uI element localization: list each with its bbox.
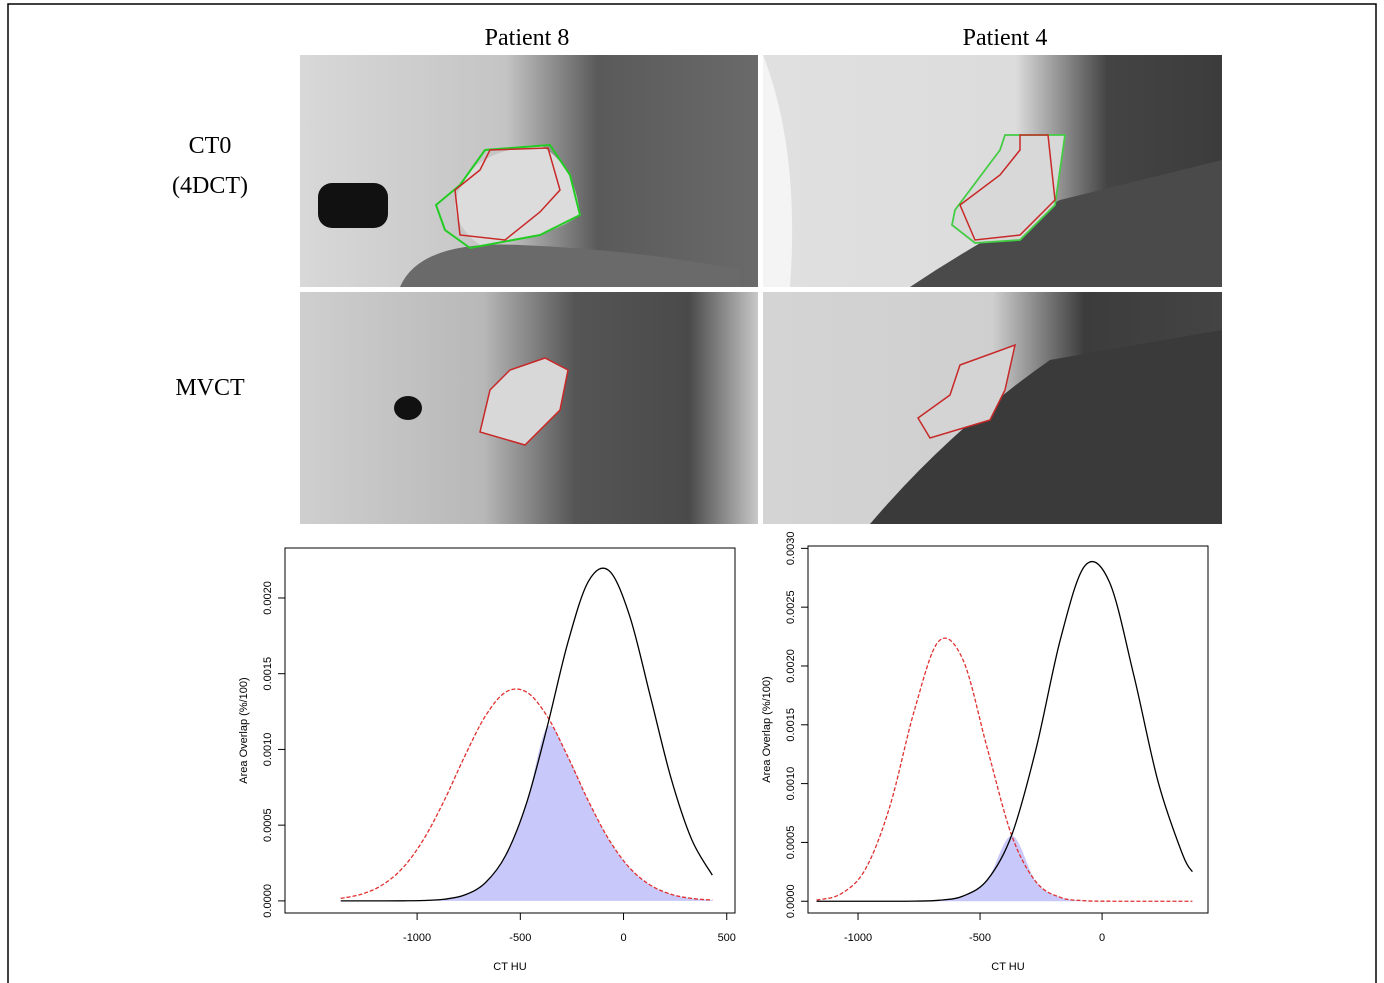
y-tick-label: 0.0030 (785, 532, 797, 566)
y-tick-label: 0.0020 (262, 581, 274, 615)
row-label: (4DCT) (172, 173, 248, 199)
mvct-image (300, 292, 758, 524)
series-line (816, 561, 1193, 902)
column-label: Patient 4 (963, 25, 1048, 51)
y-tick-label: 0.0010 (262, 733, 274, 767)
overlap-area (340, 725, 713, 901)
y-tick-label: 0.0005 (262, 808, 274, 842)
frame (7, 3, 1377, 983)
overlap-area (816, 835, 1193, 902)
ct-image (300, 55, 758, 287)
y-tick-label: 0.0015 (785, 708, 797, 742)
column-label: Patient 8 (485, 25, 570, 51)
y-tick-label: 0.0000 (262, 884, 274, 918)
x-tick-label: 0 (1099, 932, 1105, 944)
y-axis-title: Area Overlap (%/100) (761, 676, 773, 782)
ct-image (763, 55, 1222, 287)
x-tick-label: -500 (969, 932, 991, 944)
y-tick-label: 0.0010 (785, 767, 797, 801)
row-label: CT0 (189, 133, 232, 159)
y-tick-label: 0.0000 (785, 884, 797, 918)
y-tick-label: 0.0020 (785, 649, 797, 683)
x-tick-label: -1000 (403, 932, 431, 944)
x-axis-title: CT HU (991, 961, 1024, 973)
y-axis-title: Area Overlap (%/100) (238, 677, 250, 783)
series-line (816, 637, 1193, 902)
x-axis-title: CT HU (493, 961, 526, 973)
x-tick-label: -1000 (844, 932, 872, 944)
x-tick-label: 500 (718, 932, 736, 944)
series-line (340, 688, 713, 901)
y-tick-label: 0.0025 (785, 590, 797, 624)
y-tick-label: 0.0005 (785, 826, 797, 860)
series-line (340, 567, 713, 902)
x-tick-label: -500 (509, 932, 531, 944)
mvct-image (763, 292, 1222, 524)
x-tick-label: 0 (620, 932, 626, 944)
y-tick-label: 0.0015 (262, 657, 274, 691)
row-label: MVCT (175, 375, 245, 401)
